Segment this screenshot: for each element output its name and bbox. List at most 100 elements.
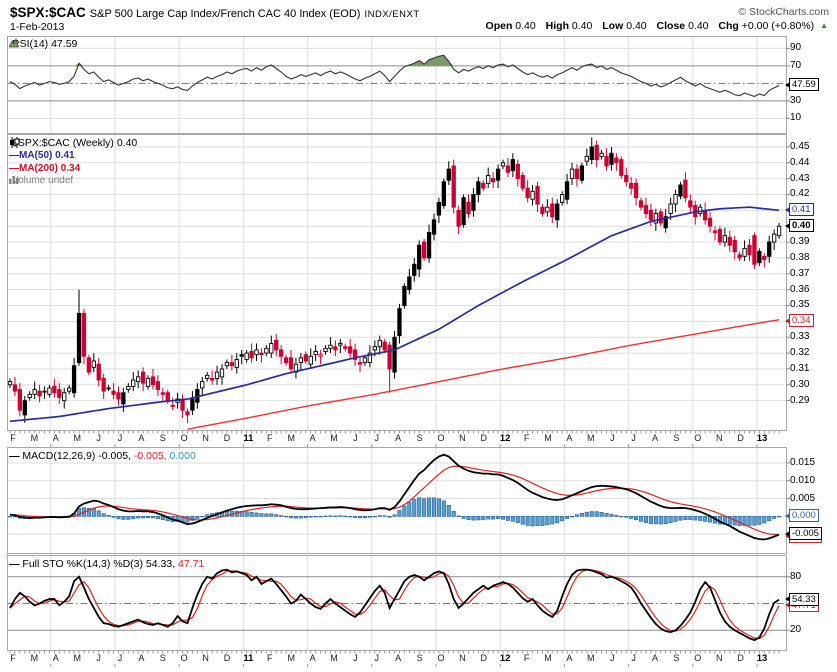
price-axis-tick: 0.30 [790,378,810,390]
sto-axis-tick: 80 [790,570,802,582]
month-label: A [309,433,316,443]
month-label: A [566,653,573,663]
close-value: 0.40 [688,20,709,32]
month-label: O [437,433,445,443]
month-label: M [587,433,595,443]
price-axis-tick: 0.36 [790,283,810,295]
month-label: S [673,433,680,443]
month-label: M [30,653,39,663]
high-label: High [545,20,569,32]
month-label: J [631,653,636,663]
month-label: J [609,653,615,663]
month-label: A [651,433,659,443]
stockcharts-copyright-link[interactable]: © StockCharts.com [738,6,829,18]
macd-line-icon: — [9,450,20,462]
month-label: D [737,653,744,663]
month-label: O [694,433,702,443]
axis-box-arrow-icon [785,206,790,213]
month-label: M [287,433,295,443]
month-label: F [267,653,273,663]
close-label: Close [656,20,686,32]
up-triangle-icon: ▲ [820,21,828,30]
macd-legend: — MACD(12,26,9) -0.005, -0.005, 0.000 [9,450,196,462]
exchange-label: INDX/ENXT [364,9,420,20]
rsi-axis-tick: 90 [790,42,802,54]
chg-label: Chg [718,20,739,32]
month-label: A [309,653,316,663]
month-label: J [96,433,101,443]
month-label: N [202,433,209,443]
price-axis-tick: 0.44 [790,156,810,168]
chart-date: 1-Feb-2013 [10,21,65,33]
month-label: F [523,433,530,443]
quote-summary: Open 0.40 High 0.40 Low 0.40 Close 0.40 … [479,20,828,32]
month-label: M [587,653,595,663]
ma200-legend-label: MA(200) 0.34 [19,163,81,174]
price-axis-tick: 0.33 [790,331,810,343]
axis-box-arrow-icon [785,596,790,603]
macd-legend-label: MACD(12,26,9) -0.005, [22,450,131,462]
price-axis-tick: 0.42 [790,188,810,200]
price-axis-tick: 0.38 [790,251,810,263]
price-axis-tick: 0.32 [790,347,810,359]
sto-line-icon: — [9,558,20,570]
month-label: J [374,433,380,443]
month-label: A [651,653,659,663]
price-axis-tick: 0.31 [790,362,810,374]
macd-axis-value-box: -0.005 [785,527,822,541]
month-label: J [117,653,123,663]
axis-box-arrow-icon [785,530,790,537]
month-label: J [117,433,123,443]
month-label: O [437,653,445,663]
month-label: A [52,433,59,443]
volume-legend: Volume undef [9,175,73,186]
month-label: M [73,433,81,443]
month-label: O [694,653,702,663]
macd-signal-value: -0.005, [133,450,167,462]
month-label: 13 [756,433,768,444]
chart-header: $SPX:$CAC S&P 500 Large Cap Index/French … [10,4,420,22]
month-label: F [10,653,16,663]
month-label: A [52,653,59,663]
ma50-legend-label: MA(50) 0.41 [19,150,75,161]
month-label: 11 [243,433,254,444]
price-axis-value-box: 0.34 [785,314,814,328]
month-label: S [416,653,423,663]
rsi-legend-label: RSI(14) 47.59 [12,38,78,50]
month-label: M [330,433,338,443]
rsi-axis-tick: 10 [790,112,802,124]
open-label: Open [485,20,513,32]
open-value: 0.40 [515,20,536,32]
stochastic-legend: — Full STO %K(14,3) %D(3) 54.33, 47.71 [9,558,204,570]
month-label: J [353,653,358,663]
sto-legend-label: Full STO %K(14,3) %D(3) 54.33, [22,558,176,570]
low-label: Low [602,20,624,32]
volume-legend-label: Volume undef [12,175,74,186]
month-label: A [566,433,573,443]
rsi-axis-tick: 70 [790,59,802,71]
month-label: N [459,433,466,443]
macd-axis-tick: 0.015 [790,456,816,468]
month-label: J [353,433,358,443]
month-label: M [544,433,552,443]
month-label: M [73,653,81,663]
macd-axis-tick: 0.010 [790,474,816,486]
sto-axis-tick: 20 [790,624,802,636]
month-label: N [715,433,723,443]
month-label: N [715,653,723,663]
axis-box-arrow-icon [785,81,790,88]
low-value: 0.40 [626,20,647,32]
month-label: D [480,653,488,663]
month-label: A [395,653,402,663]
axis-box-arrow-icon [785,317,790,324]
month-label: 12 [499,433,511,444]
month-label: S [416,433,423,443]
price-legend: $SPX:$CAC (Weekly) 0.40 [9,137,137,149]
month-label: F [523,653,530,663]
month-label: N [202,653,209,663]
month-label: O [180,433,188,443]
month-label: M [30,433,39,443]
rsi-legend: RSI(14) 47.59 [9,38,77,50]
